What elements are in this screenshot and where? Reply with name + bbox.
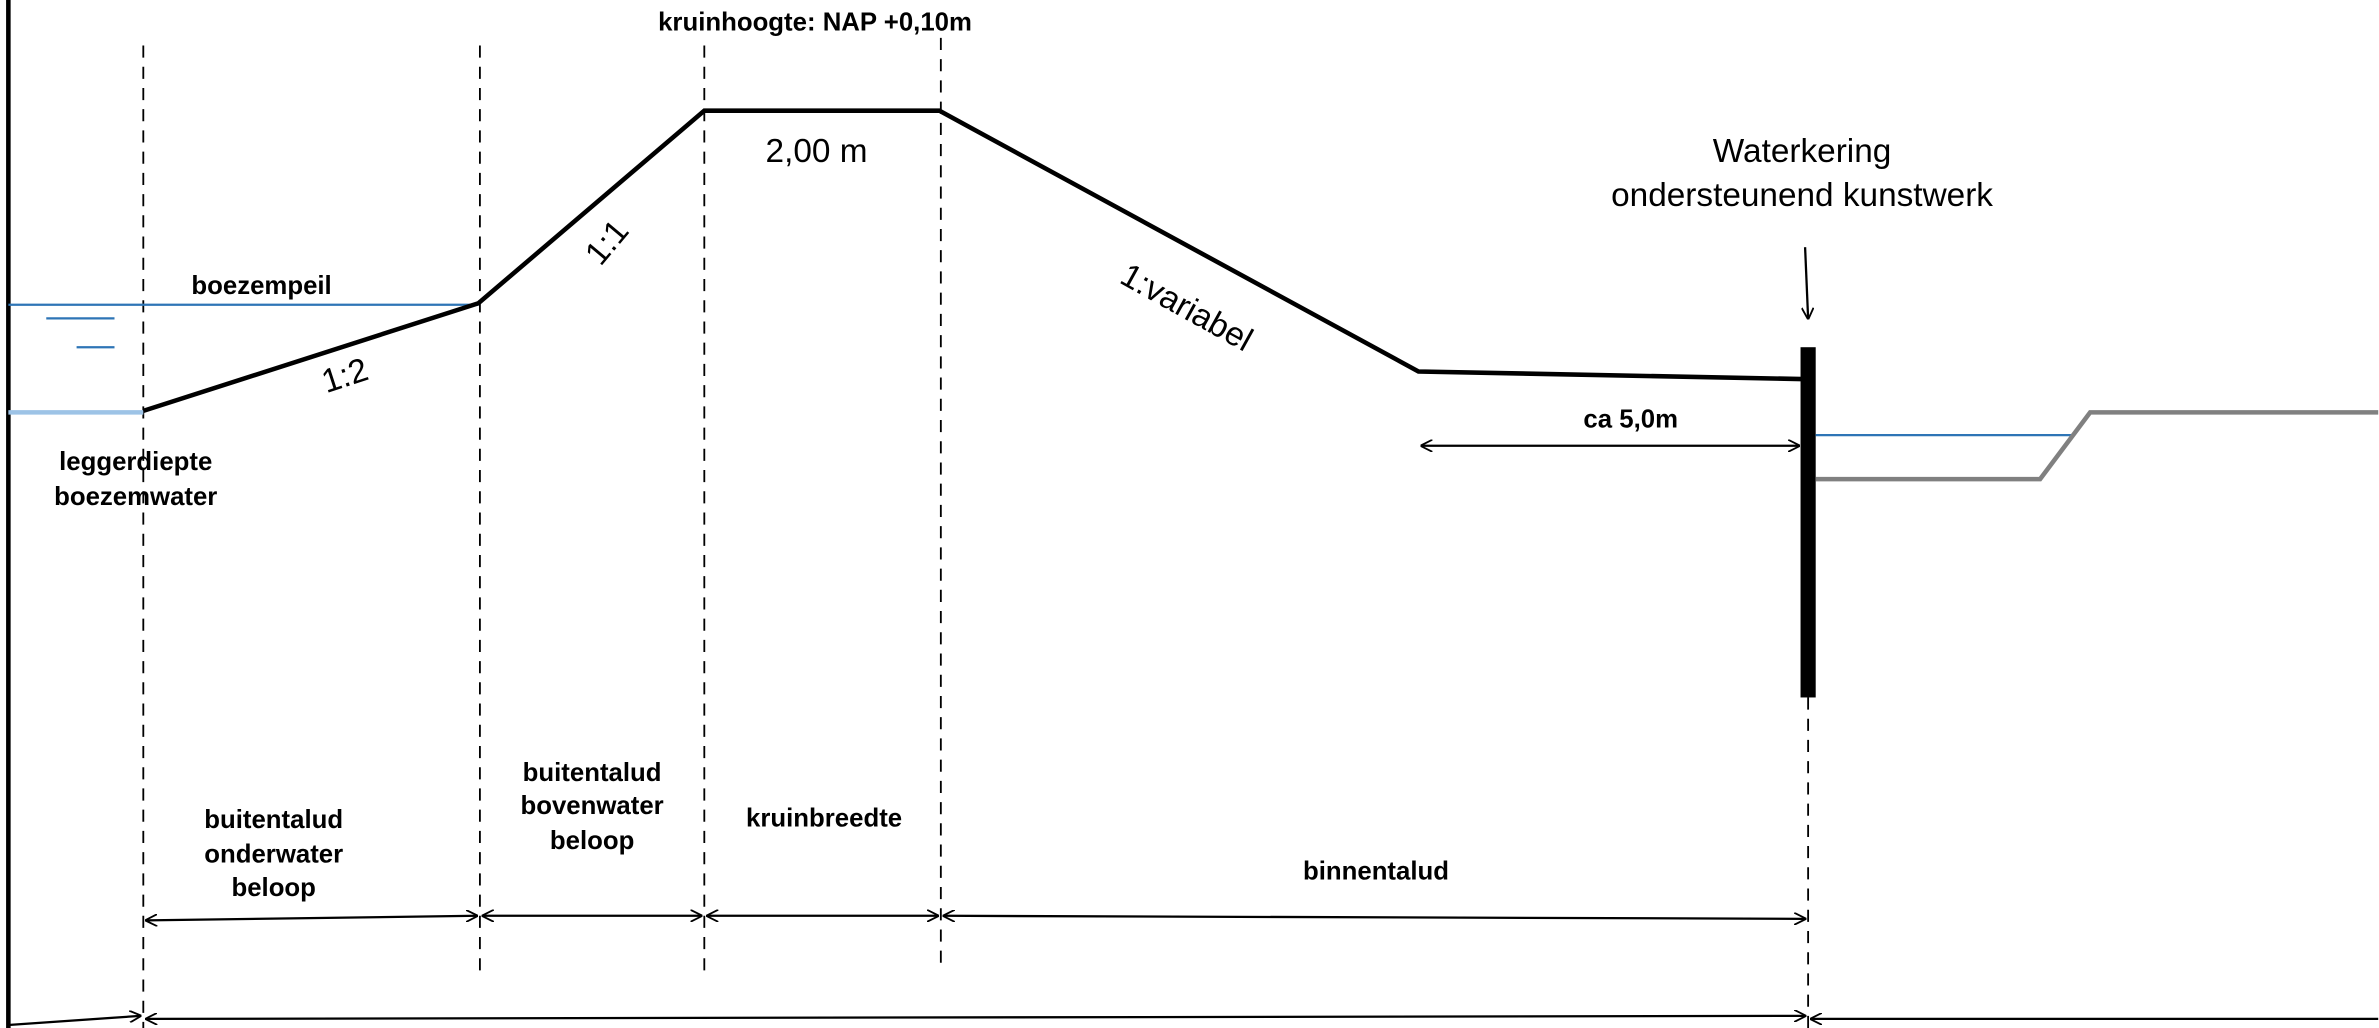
zone-label: kruinbreedte (746, 804, 902, 832)
zone-label: bovenwater (521, 792, 664, 820)
structure-label: Waterkering (1713, 133, 1892, 170)
structure-label: ondersteunend kunstwerk (1611, 177, 1993, 214)
zone-label: beloop (550, 827, 634, 855)
water-level: boezempeil (191, 272, 331, 300)
zone-label: buitentalud (204, 806, 343, 834)
slope-label: 1:2 (317, 351, 373, 401)
zone-label: beloop (231, 874, 315, 902)
depth-label: leggerdiepte (59, 448, 212, 476)
layout (6, 0, 2379, 1028)
berm-width: ca 5,0m (1583, 406, 1678, 434)
slope-label: 1:1 (578, 213, 636, 272)
zone-label: buitentalud (523, 759, 662, 787)
crest-height: kruinhoogte: NAP +0,10m (658, 8, 972, 36)
depth-label: boezemwater (54, 483, 217, 511)
zone-label: onderwater (204, 841, 343, 869)
crest-width-value: 2,00 m (766, 133, 868, 170)
zone-label: binnentalud (1303, 857, 1449, 885)
